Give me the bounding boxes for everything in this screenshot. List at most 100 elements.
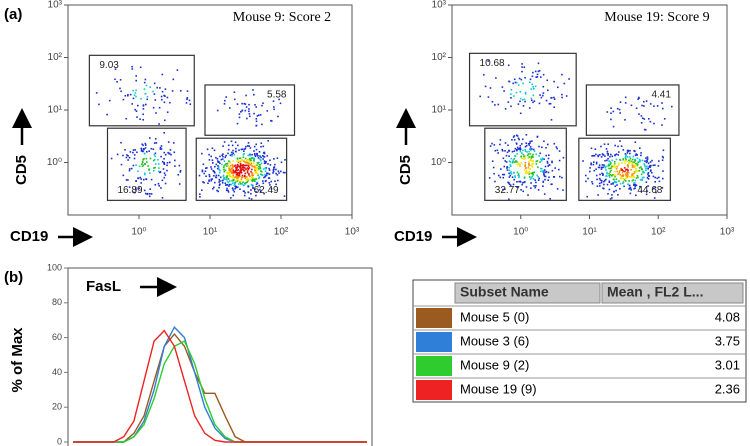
event-dot <box>524 76 526 79</box>
event-dot <box>508 150 511 152</box>
event-dot <box>134 92 137 94</box>
event-dot <box>226 180 229 182</box>
event-dot <box>645 157 647 159</box>
event-dot <box>613 181 615 184</box>
event-dot <box>538 177 540 180</box>
event-dot <box>521 152 523 154</box>
event-dot <box>149 86 151 88</box>
event-dot <box>232 152 235 154</box>
event-dot <box>507 181 509 184</box>
gate-percent: 5.58 <box>267 90 287 101</box>
event-dot <box>513 178 515 181</box>
event-dot <box>145 178 147 180</box>
event-dot <box>600 156 603 158</box>
event-dot <box>530 187 532 189</box>
event-dot <box>525 186 528 188</box>
event-dot <box>227 189 229 192</box>
event-dot <box>657 165 660 167</box>
event-dot <box>637 161 639 163</box>
event-dot <box>622 158 624 161</box>
event-dot <box>170 153 172 156</box>
event-dot <box>548 154 550 156</box>
event-dot <box>608 172 610 175</box>
event-dot <box>531 155 533 157</box>
event-dot <box>160 148 163 150</box>
event-dot <box>528 161 530 163</box>
event-dot <box>612 182 614 184</box>
event-dot <box>223 165 225 167</box>
event-dot <box>640 154 642 157</box>
x-axis-label: CD19 <box>394 228 432 245</box>
event-dot <box>527 143 530 145</box>
event-dot <box>606 111 609 113</box>
event-dot <box>606 159 608 162</box>
event-dot <box>534 70 537 73</box>
event-dot <box>606 150 609 153</box>
event-dot <box>127 155 129 157</box>
event-dot <box>520 162 523 164</box>
event-dot <box>519 91 522 93</box>
event-dot <box>635 162 637 165</box>
event-dot <box>263 160 266 162</box>
event-dot <box>132 89 134 92</box>
event-dot <box>649 161 652 163</box>
event-dot <box>618 108 621 111</box>
event-dot <box>615 181 617 184</box>
event-dot <box>217 174 220 177</box>
event-dot <box>628 180 630 182</box>
event-dot <box>119 79 122 81</box>
gate-percent: 32.77 <box>495 185 520 196</box>
event-dot <box>633 166 636 168</box>
event-dot <box>539 161 541 163</box>
event-dot <box>522 138 524 141</box>
event-dot <box>629 187 632 190</box>
event-dot <box>646 160 648 163</box>
event-dot <box>255 106 257 108</box>
event-dot <box>511 150 514 153</box>
event-dot <box>258 184 260 187</box>
event-dot <box>542 185 544 187</box>
event-dot <box>495 77 497 79</box>
event-dot <box>236 160 238 162</box>
event-dot <box>510 105 512 108</box>
event-dot <box>229 161 231 164</box>
event-dot <box>639 179 642 181</box>
event-dot <box>531 75 534 78</box>
event-dot <box>201 189 203 191</box>
event-dot <box>568 78 570 80</box>
event-dot <box>210 168 213 170</box>
event-dot <box>612 125 615 128</box>
event-dot <box>240 180 242 182</box>
event-dot <box>510 171 512 173</box>
event-dot <box>556 147 558 150</box>
gate-percent: 10.68 <box>480 58 505 69</box>
event-dot <box>553 106 555 108</box>
event-dot <box>244 183 247 185</box>
event-dot <box>652 187 655 190</box>
event-dot <box>608 188 611 191</box>
event-dot <box>630 189 632 191</box>
event-dot <box>235 185 237 188</box>
event-dot <box>519 147 521 149</box>
event-dot <box>226 172 228 174</box>
event-dot <box>229 154 232 156</box>
event-dot <box>246 159 248 162</box>
event-dot <box>237 169 240 171</box>
event-dot <box>245 161 248 164</box>
event-dot <box>234 181 237 183</box>
event-dot <box>240 178 243 180</box>
event-dot <box>250 160 252 163</box>
event-dot <box>608 167 610 170</box>
event-dot <box>226 165 228 167</box>
event-dot <box>256 164 258 166</box>
event-dot <box>215 163 218 166</box>
event-dot <box>235 175 238 177</box>
event-dot <box>230 176 232 178</box>
event-dot <box>519 150 522 153</box>
event-dot <box>617 173 619 175</box>
event-dot <box>658 160 660 162</box>
event-dot <box>224 99 226 102</box>
event-dot <box>227 172 229 175</box>
event-dot <box>619 101 622 103</box>
event-dot <box>130 167 133 170</box>
